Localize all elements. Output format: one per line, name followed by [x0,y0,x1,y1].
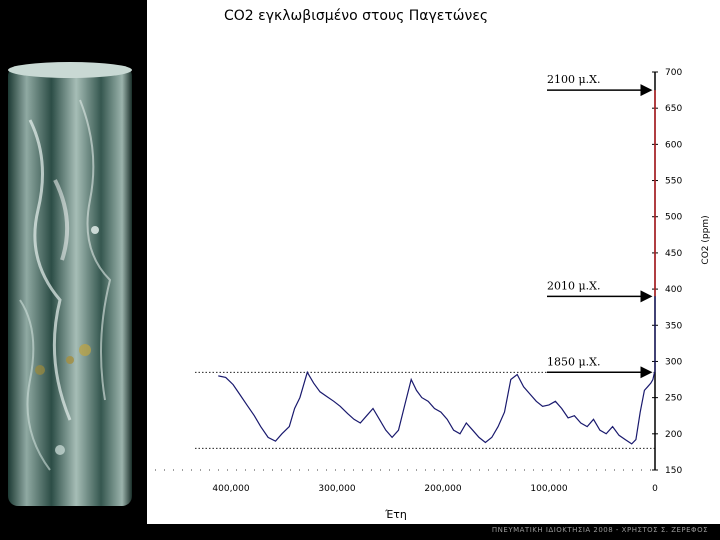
y-tick-label: 550 [665,177,682,187]
y-tick-label: 500 [665,213,682,223]
co2-series-line [218,370,656,445]
y-tick-label: 300 [665,357,682,367]
y-tick-label: 600 [665,140,682,150]
y-tick-label: 200 [665,430,682,440]
x-tick-label: 200,000 [424,484,461,494]
x-tick-label: 300,000 [318,484,355,494]
y-tick-label: 350 [665,321,682,331]
x-tick-label: 100,000 [530,484,567,494]
y-tick-label: 450 [665,249,682,259]
x-tick-label: 400,000 [212,484,249,494]
y-tick-label: 700 [665,68,682,78]
y-tick-label: 150 [665,466,682,476]
footer-band [147,524,720,540]
ice-core-image [8,62,132,506]
year-annotation: 2100 μ.Χ. [547,73,600,86]
ice-core-panel [0,0,147,540]
year-annotation: 2010 μ.Χ. [547,279,600,292]
y-tick-label: 250 [665,394,682,404]
copyright-footer: ΠΝΕΥΜΑΤΙΚΗ ΙΔΙΟΚΤΗΣΙΑ 2008 - ΧΡΗΣΤΟΣ Σ. … [491,526,708,534]
x-tick-label: 0 [652,484,658,494]
y-axis-label: CO2 (ppm) [701,215,711,264]
year-annotation: 1850 μ.Χ. [547,355,600,368]
x-axis-label: Έτη [384,508,407,521]
chart-title: CO2 εγκλωβισμένο στους Παγετώνες [224,8,489,24]
y-tick-label: 400 [665,285,682,295]
y-tick-label: 650 [665,104,682,114]
